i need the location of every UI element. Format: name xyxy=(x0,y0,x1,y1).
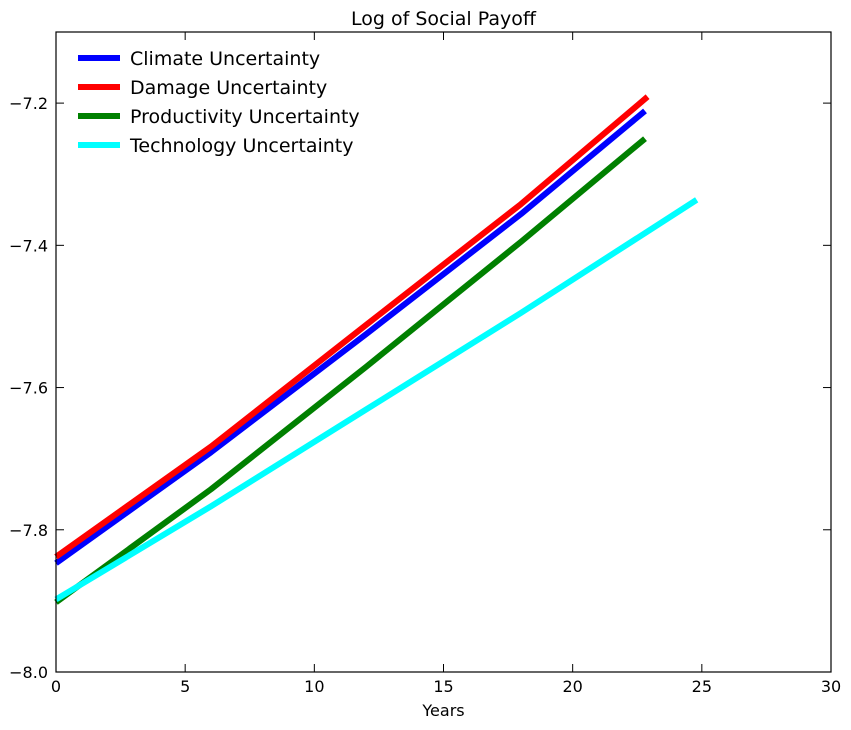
y-tick-label: −7.2 xyxy=(9,94,48,113)
x-tick-label: 10 xyxy=(304,677,324,696)
x-tick-label: 15 xyxy=(433,677,453,696)
series-line-technology-uncertainty xyxy=(54,197,699,603)
series-line-climate-uncertainty xyxy=(54,108,647,566)
y-tick-label: −7.8 xyxy=(9,521,48,540)
y-tick-label: −8.0 xyxy=(9,663,48,682)
chart-title: Log of Social Payoff xyxy=(351,8,537,30)
x-tick-label: 0 xyxy=(51,677,61,696)
legend: Climate Uncertainty Damage Uncertainty Pro… xyxy=(78,48,360,157)
ticks-layer: 0 5 10 15 20 25 30 −8.0 −7.8 −7.6 −7.4 −7.2 xyxy=(9,32,841,696)
x-tick-label: 30 xyxy=(821,677,841,696)
legend-label: Technology Uncertainty xyxy=(129,135,353,157)
legend-label: Damage Uncertainty xyxy=(130,77,327,99)
y-tick-label: −7.4 xyxy=(9,236,48,255)
x-tick-label: 20 xyxy=(562,677,582,696)
legend-label: Productivity Uncertainty xyxy=(130,106,360,128)
x-tick-label: 25 xyxy=(692,677,712,696)
legend-label: Climate Uncertainty xyxy=(130,48,320,70)
series-layer xyxy=(54,94,699,605)
series-line-productivity-uncertainty xyxy=(54,136,647,605)
x-axis-label: Years xyxy=(421,701,464,720)
y-tick-label: −7.6 xyxy=(9,379,48,398)
plot-frame xyxy=(55,31,832,673)
x-tick-label: 5 xyxy=(180,677,190,696)
series-line-damage-uncertainty xyxy=(54,94,650,560)
